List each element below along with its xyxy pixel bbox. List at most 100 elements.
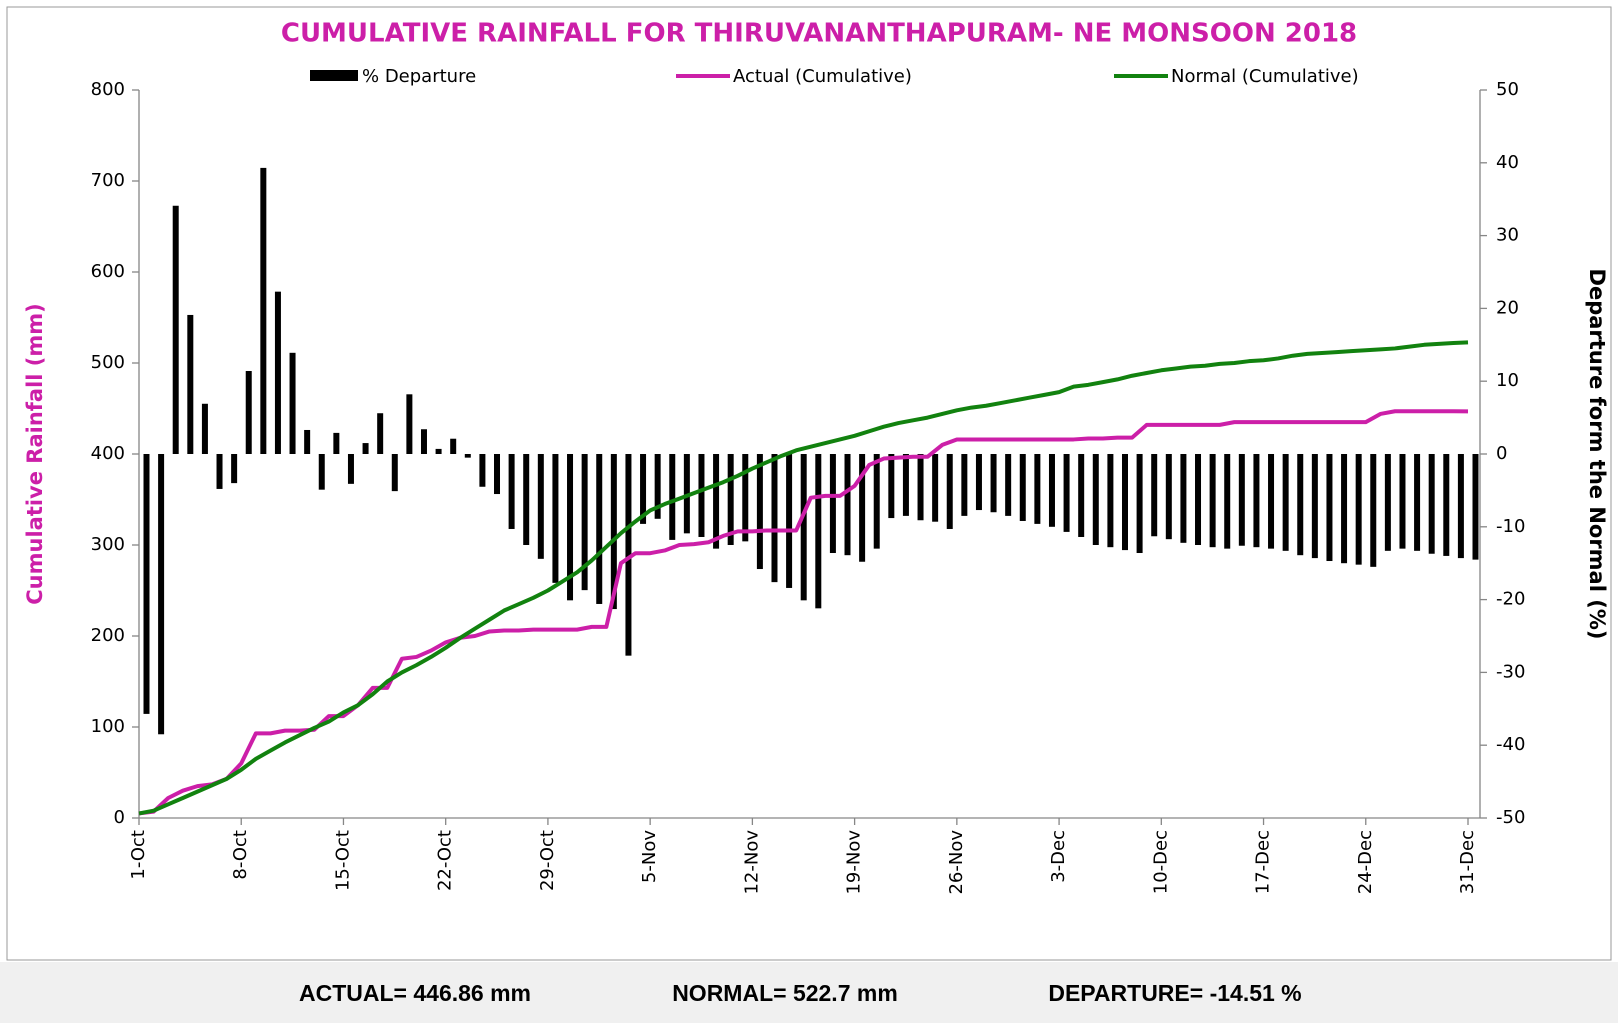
y2-axis-label: Departure form the Normal (%): [1585, 269, 1609, 640]
departure-bar: [815, 454, 822, 609]
departure-bar: [625, 454, 632, 656]
departure-bar: [1048, 454, 1055, 527]
departure-bar: [304, 429, 311, 454]
departure-bar: [1268, 454, 1275, 549]
departure-bar: [1005, 454, 1012, 516]
legend-label: % Departure: [362, 66, 476, 87]
departure-bar: [990, 454, 997, 513]
departure-bar: [654, 454, 661, 519]
departure-bar: [581, 454, 588, 591]
y-tick-label: 200: [91, 625, 125, 646]
y2-tick-label: 10: [1496, 370, 1519, 391]
departure-bar: [289, 352, 296, 454]
departure-bar: [742, 454, 749, 542]
y2-tick-label: -40: [1496, 734, 1525, 755]
departure-bar: [347, 454, 354, 484]
legend-label: Actual (Cumulative): [733, 66, 912, 87]
departure-bar: [1414, 454, 1421, 551]
footer-band: [0, 962, 1618, 1023]
x-tick-label: 5-Nov: [639, 830, 660, 883]
departure-bar: [902, 454, 909, 516]
departure-bar: [1136, 454, 1143, 554]
departure-bar: [669, 454, 676, 540]
departure-bar: [800, 454, 807, 601]
departure-bar: [1107, 454, 1114, 548]
departure-bar: [201, 403, 208, 454]
departure-bar: [1121, 454, 1128, 551]
y2-tick-label: 20: [1496, 297, 1519, 318]
departure-bar: [552, 454, 559, 583]
departure-bar: [143, 454, 150, 714]
y-tick-label: 600: [91, 261, 125, 282]
x-tick-label: 3-Dec: [1048, 830, 1069, 883]
departure-bar: [1078, 454, 1085, 537]
legend-swatch: [310, 70, 358, 81]
departure-bar: [1428, 454, 1435, 554]
x-tick-label: 17-Dec: [1253, 830, 1274, 894]
departure-bar: [1472, 454, 1479, 560]
departure-bar: [158, 454, 165, 735]
departure-bar: [318, 454, 325, 490]
legend-label: Normal (Cumulative): [1171, 66, 1359, 87]
departure-bar: [932, 454, 939, 522]
departure-bar: [479, 454, 486, 487]
x-tick-label: 10-Dec: [1150, 830, 1171, 894]
y-tick-label: 700: [91, 170, 125, 191]
x-tick-label: 1-Oct: [128, 830, 149, 880]
departure-bar: [1034, 454, 1041, 524]
departure-bar: [1019, 454, 1026, 521]
departure-bar: [756, 454, 763, 570]
departure-bar: [1297, 454, 1304, 556]
departure-bar: [187, 314, 194, 454]
departure-bar: [420, 429, 427, 454]
departure-bar: [1355, 454, 1362, 565]
departure-bar: [391, 454, 398, 492]
departure-bar: [1063, 454, 1070, 532]
departure-bar: [727, 454, 734, 545]
departure-bar: [333, 432, 340, 454]
departure-bar: [698, 454, 705, 537]
y-tick-label: 400: [91, 443, 125, 464]
departure-bar: [1457, 454, 1464, 559]
x-tick-label: 15-Oct: [332, 830, 353, 891]
footer-normal: NORMAL= 522.7 mm: [672, 980, 898, 1006]
departure-bar: [1224, 454, 1231, 549]
footer-actual: ACTUAL= 446.86 mm: [299, 980, 531, 1006]
x-tick-label: 19-Nov: [844, 830, 865, 895]
departure-bar: [377, 413, 384, 454]
y-tick-label: 0: [114, 807, 125, 828]
departure-bar: [260, 167, 267, 454]
departure-bar: [946, 454, 953, 529]
departure-bar: [537, 454, 544, 559]
departure-bar: [1195, 454, 1202, 545]
departure-bar: [1341, 454, 1348, 564]
departure-bar: [786, 454, 793, 588]
departure-bar: [1165, 454, 1172, 540]
departure-bar: [1151, 454, 1158, 537]
x-tick-label: 31-Dec: [1457, 830, 1478, 894]
departure-bar: [1399, 454, 1406, 549]
y-tick-label: 100: [91, 716, 125, 737]
departure-bar: [713, 454, 720, 549]
departure-bar: [596, 454, 603, 604]
departure-bar: [450, 438, 457, 454]
y-axis-label: Cumulative Rainfall (mm): [23, 303, 47, 605]
departure-bar: [1443, 454, 1450, 556]
departure-bar: [464, 454, 471, 458]
x-tick-label: 29-Oct: [537, 830, 558, 891]
departure-bar: [508, 454, 515, 529]
departure-bar: [1282, 454, 1289, 551]
x-tick-label: 8-Oct: [230, 830, 251, 880]
y-tick-label: 800: [91, 79, 125, 100]
departure-bar: [1384, 454, 1391, 551]
departure-bar: [362, 443, 369, 454]
departure-bar: [1180, 454, 1187, 543]
y2-tick-label: 50: [1496, 79, 1519, 100]
y2-tick-label: 40: [1496, 152, 1519, 173]
departure-bar: [917, 454, 924, 521]
y2-tick-label: -30: [1496, 661, 1525, 682]
departure-bar: [1370, 454, 1377, 567]
departure-bar: [975, 454, 982, 511]
y2-tick-label: 0: [1496, 443, 1507, 464]
